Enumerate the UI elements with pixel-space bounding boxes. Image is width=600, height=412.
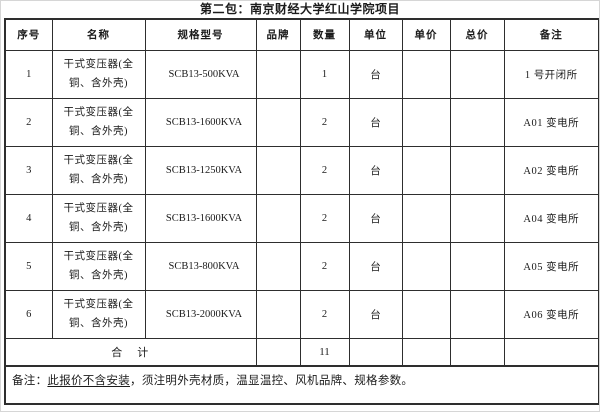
cell-model: SCB13-500KVA (144, 49, 257, 99)
cell-brand (255, 97, 301, 147)
cell-total-price (449, 241, 505, 291)
cell-name: 干式变压器(全 铜、含外壳) (51, 145, 146, 195)
cell-unit: 台 (348, 97, 403, 147)
cell-unit-price (401, 145, 451, 195)
cell-unit: 台 (348, 241, 403, 291)
document-title: 第二包：南京财经大学红山学院项目 (199, 2, 400, 16)
total-unit-cell (348, 337, 403, 367)
cell-remark: A01 变电所 (503, 97, 599, 147)
cell-remark: A04 变电所 (503, 193, 599, 243)
cell-total-price (449, 289, 505, 339)
table-row: 6 干式变压器(全 铜、含外壳) SCB13-2000KVA 2 台 A06 变… (4, 289, 599, 339)
cell-brand (255, 193, 301, 243)
note-cell: 备注：此报价不含安装，须注明外壳材质，温显温控、风机品牌、规格参数。 (4, 365, 599, 405)
header-brand: 品牌 (255, 18, 301, 51)
total-brand-cell (255, 337, 301, 367)
cell-qty: 2 (299, 289, 350, 339)
total-qty: 11 (299, 337, 350, 367)
header-model: 规格型号 (144, 18, 257, 51)
cell-remark: A06 变电所 (503, 289, 599, 339)
cell-qty: 2 (299, 193, 350, 243)
cell-unit-price (401, 49, 451, 99)
cell-total-price (449, 193, 505, 243)
cell-brand (255, 289, 301, 339)
cell-name: 干式变压器(全 铜、含外壳) (51, 241, 146, 291)
cell-total-price (449, 49, 505, 99)
total-remark-cell (503, 337, 599, 367)
note-underlined-text: 此报价不含安装 (47, 375, 131, 387)
total-total-price-cell (449, 337, 505, 367)
cell-unit-price (401, 193, 451, 243)
cell-qty: 2 (299, 97, 350, 147)
total-unit-price-cell (401, 337, 451, 367)
cell-unit-price (401, 97, 451, 147)
cell-qty: 1 (299, 49, 350, 99)
cell-total-price (449, 145, 505, 195)
cell-unit: 台 (348, 145, 403, 195)
cell-unit: 台 (348, 193, 403, 243)
header-qty: 数量 (299, 18, 350, 51)
cell-unit: 台 (348, 289, 403, 339)
note-row: 备注：此报价不含安装，须注明外壳材质，温显温控、风机品牌、规格参数。 (4, 365, 599, 405)
header-unit: 单位 (348, 18, 403, 51)
cell-no: 6 (4, 289, 53, 339)
cell-model: SCB13-2000KVA (144, 289, 257, 339)
cell-no: 2 (4, 97, 53, 147)
cell-name: 干式变压器(全 铜、含外壳) (51, 49, 146, 99)
cell-model: SCB13-1600KVA (144, 97, 257, 147)
table-row: 5 干式变压器(全 铜、含外壳) SCB13-800KVA 2 台 A05 变电… (4, 241, 599, 291)
cell-qty: 2 (299, 145, 350, 195)
cell-model: SCB13-800KVA (144, 241, 257, 291)
cell-total-price (449, 97, 505, 147)
cell-name: 干式变压器(全 铜、含外壳) (51, 97, 146, 147)
cell-remark: A02 变电所 (503, 145, 599, 195)
header-remark: 备注 (503, 18, 599, 51)
total-label: 合 计 (4, 337, 257, 367)
cell-no: 1 (4, 49, 53, 99)
table-row: 1 干式变压器(全 铜、含外壳) SCB13-500KVA 1 台 1 号开闭所 (4, 49, 599, 99)
cell-qty: 2 (299, 241, 350, 291)
note-prefix: 备注： (12, 375, 48, 387)
table-row: 3 干式变压器(全 铜、含外壳) SCB13-1250KVA 2 台 A02 变… (4, 145, 599, 195)
cell-remark: A05 变电所 (503, 241, 599, 291)
cell-unit: 台 (348, 49, 403, 99)
cell-no: 3 (4, 145, 53, 195)
cell-unit-price (401, 241, 451, 291)
cell-brand (255, 241, 301, 291)
cell-model: SCB13-1600KVA (144, 193, 257, 243)
cell-brand (255, 49, 301, 99)
cell-no: 4 (4, 193, 53, 243)
table-header-row: 序号 名称 规格型号 品牌 数量 单位 单价 总价 备注 (4, 18, 599, 51)
header-no: 序号 (4, 18, 53, 51)
note-rest: ，须注明外壳材质，温显温控、风机品牌、规格参数。 (130, 375, 414, 387)
cell-name: 干式变压器(全 铜、含外壳) (51, 193, 146, 243)
header-unit-price: 单价 (401, 18, 451, 51)
cell-brand (255, 145, 301, 195)
header-name: 名称 (51, 18, 146, 51)
table-row: 4 干式变压器(全 铜、含外壳) SCB13-1600KVA 2 台 A04 变… (4, 193, 599, 243)
cell-model: SCB13-1250KVA (144, 145, 257, 195)
header-total-price: 总价 (449, 18, 505, 51)
cell-unit-price (401, 289, 451, 339)
quotation-table: 序号 名称 规格型号 品牌 数量 单位 单价 总价 备注 1 干式变压器(全 铜… (4, 18, 599, 405)
cell-no: 5 (4, 241, 53, 291)
table-row: 2 干式变压器(全 铜、含外壳) SCB13-1600KVA 2 台 A01 变… (4, 97, 599, 147)
total-row: 合 计 11 (4, 337, 599, 367)
cell-name: 干式变压器(全 铜、含外壳) (51, 289, 146, 339)
cell-remark: 1 号开闭所 (503, 49, 599, 99)
